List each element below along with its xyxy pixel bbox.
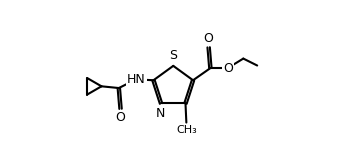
Text: O: O [223, 62, 233, 75]
Text: CH₃: CH₃ [176, 125, 197, 135]
Text: O: O [116, 111, 126, 124]
Text: S: S [169, 49, 177, 61]
Text: N: N [155, 107, 165, 120]
Text: HN: HN [127, 73, 146, 86]
Text: O: O [204, 32, 214, 45]
